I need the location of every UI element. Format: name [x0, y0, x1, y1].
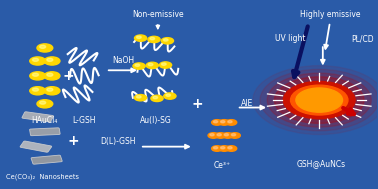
Circle shape	[30, 72, 46, 80]
Circle shape	[226, 120, 237, 125]
Text: Ce(CO₃)₂  Nanosheets: Ce(CO₃)₂ Nanosheets	[6, 173, 79, 180]
Circle shape	[44, 72, 60, 80]
Text: Ce³⁺: Ce³⁺	[214, 161, 231, 170]
Circle shape	[260, 69, 378, 131]
Circle shape	[253, 66, 378, 135]
Circle shape	[161, 63, 166, 65]
Circle shape	[33, 58, 39, 61]
Circle shape	[302, 101, 314, 107]
Circle shape	[215, 133, 226, 138]
Circle shape	[37, 100, 53, 108]
Circle shape	[291, 85, 348, 115]
Circle shape	[208, 133, 219, 138]
Circle shape	[231, 134, 235, 136]
Circle shape	[47, 58, 53, 61]
Circle shape	[40, 45, 46, 48]
Circle shape	[133, 63, 145, 69]
Circle shape	[160, 62, 172, 68]
Text: Highly emissive: Highly emissive	[300, 10, 360, 19]
Text: PL/CD: PL/CD	[351, 34, 373, 43]
Circle shape	[33, 88, 39, 91]
Circle shape	[164, 93, 176, 99]
Circle shape	[163, 39, 168, 41]
Circle shape	[44, 87, 60, 95]
Circle shape	[310, 104, 322, 110]
Circle shape	[226, 146, 237, 151]
Circle shape	[224, 134, 228, 136]
Circle shape	[320, 104, 332, 110]
Circle shape	[134, 94, 147, 101]
Text: +: +	[62, 69, 74, 83]
Circle shape	[313, 91, 325, 97]
Circle shape	[150, 37, 155, 40]
Circle shape	[296, 88, 342, 112]
Circle shape	[274, 77, 364, 123]
Circle shape	[148, 63, 153, 66]
Circle shape	[136, 36, 141, 38]
Text: Au(Ⅰ)-SG: Au(Ⅰ)-SG	[140, 116, 172, 125]
Circle shape	[33, 73, 39, 76]
Text: L-GSH: L-GSH	[73, 116, 96, 125]
FancyBboxPatch shape	[22, 112, 53, 122]
Circle shape	[222, 133, 233, 138]
Circle shape	[315, 98, 320, 100]
Text: D(L)-GSH: D(L)-GSH	[101, 137, 136, 146]
Circle shape	[30, 87, 46, 95]
Circle shape	[313, 97, 325, 103]
Circle shape	[210, 134, 214, 136]
Circle shape	[305, 102, 309, 104]
Circle shape	[267, 73, 371, 127]
Text: +: +	[192, 97, 203, 111]
Circle shape	[135, 35, 147, 41]
Circle shape	[151, 95, 163, 101]
Circle shape	[37, 44, 53, 52]
Circle shape	[221, 121, 225, 123]
Circle shape	[217, 134, 221, 136]
Circle shape	[44, 57, 60, 65]
FancyBboxPatch shape	[29, 128, 60, 136]
Circle shape	[304, 94, 316, 100]
Circle shape	[212, 146, 222, 151]
Circle shape	[322, 94, 334, 100]
Circle shape	[136, 96, 141, 98]
Circle shape	[229, 133, 240, 138]
Circle shape	[47, 73, 53, 76]
Text: UV light: UV light	[275, 34, 306, 43]
Text: +: +	[68, 134, 79, 148]
Text: HAuCl₄: HAuCl₄	[32, 116, 58, 125]
Circle shape	[161, 38, 174, 44]
Text: Non-emissive: Non-emissive	[132, 10, 184, 19]
FancyBboxPatch shape	[20, 141, 52, 152]
Circle shape	[219, 120, 229, 125]
Circle shape	[146, 62, 158, 69]
Circle shape	[214, 121, 218, 123]
Circle shape	[228, 147, 232, 149]
Circle shape	[324, 95, 329, 98]
Circle shape	[135, 64, 140, 66]
Circle shape	[324, 101, 336, 107]
Text: AIE: AIE	[242, 99, 254, 108]
Circle shape	[214, 147, 218, 149]
Circle shape	[221, 147, 225, 149]
Circle shape	[153, 96, 158, 99]
Circle shape	[228, 121, 232, 123]
Circle shape	[40, 101, 46, 104]
Circle shape	[212, 120, 222, 125]
Circle shape	[284, 81, 355, 119]
FancyBboxPatch shape	[31, 155, 62, 164]
Text: GSH@AuNCs: GSH@AuNCs	[296, 159, 345, 168]
Circle shape	[47, 88, 53, 91]
Circle shape	[166, 94, 170, 96]
Text: NaOH: NaOH	[113, 57, 135, 65]
Circle shape	[30, 57, 46, 65]
Circle shape	[312, 105, 316, 108]
Circle shape	[322, 105, 326, 108]
Circle shape	[219, 146, 229, 151]
Circle shape	[148, 36, 160, 43]
Circle shape	[306, 95, 311, 98]
Circle shape	[315, 91, 320, 94]
Circle shape	[326, 102, 331, 104]
